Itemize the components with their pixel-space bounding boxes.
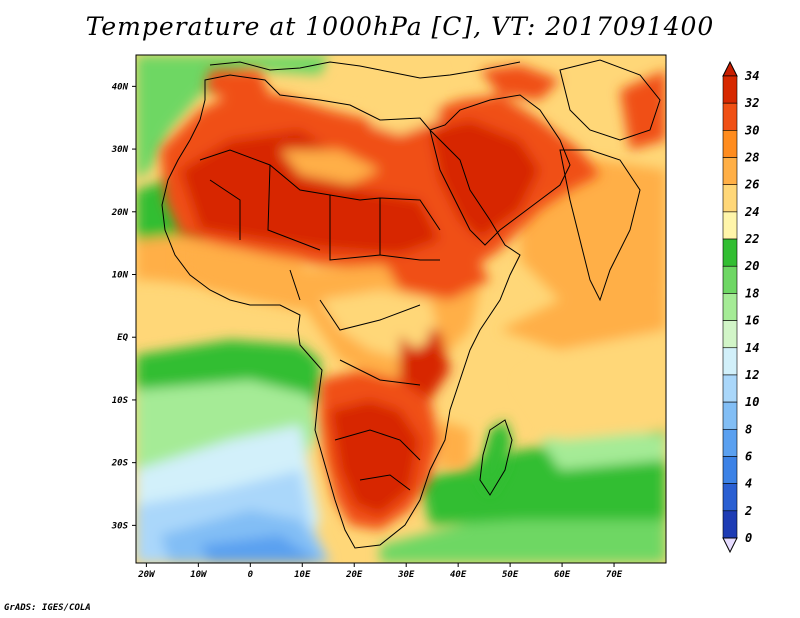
map-title: Temperature at 1000hPa [C], VT: 20170914… <box>85 12 715 41</box>
lon-tick-label: 10E <box>294 570 311 580</box>
longitude-ticks: 20W 10W 0 10E 20E 30E 40E 50E 60E 70E <box>137 563 623 580</box>
colorbar-label: 10 <box>745 395 759 409</box>
colorbar-swatch <box>722 428 738 457</box>
colorbar-label: 20 <box>744 259 759 273</box>
colorbar-swatch <box>722 401 738 430</box>
lon-tick-label: 40E <box>450 570 467 580</box>
lat-tick-label: 30S <box>111 521 129 531</box>
colorbar-label: 26 <box>744 178 759 192</box>
colorbar-top-arrow <box>722 60 738 77</box>
lon-tick-label: 20W <box>137 570 156 580</box>
colorbar-bottom-arrow <box>722 537 738 554</box>
colorbar-label: 34 <box>744 69 759 83</box>
colorbar-swatch <box>722 102 738 131</box>
colorbar-label: 6 <box>745 449 752 463</box>
coastlines <box>161 59 661 549</box>
colorbar-swatch <box>722 130 738 158</box>
colorbar-swatch <box>722 211 738 240</box>
colorbar-label: 28 <box>744 151 759 165</box>
lat-tick-label: 20N <box>111 208 129 218</box>
colorbar-swatch <box>722 265 738 294</box>
temperature-field <box>136 55 666 563</box>
colorbar-swatch <box>722 238 738 267</box>
software-credit: GrADS: IGES/COLA <box>4 603 91 613</box>
lat-tick-label: 30N <box>111 145 129 155</box>
colorbar-label: 22 <box>744 232 759 246</box>
colorbar-label: 8 <box>745 422 752 436</box>
colorbar-label: 4 <box>745 477 752 491</box>
colorbar-swatch <box>722 320 738 349</box>
lat-tick-label: EQ <box>117 333 128 343</box>
colorbar-label: 2 <box>744 504 752 518</box>
colorbar-swatch <box>722 75 738 104</box>
colorbar-swatch <box>722 347 738 376</box>
colorbar-label: 12 <box>745 368 759 382</box>
lat-tick-label: 20S <box>111 459 129 469</box>
lon-tick-label: 50E <box>502 570 519 580</box>
colorbar-swatch <box>722 293 738 321</box>
colorbar-label: 30 <box>744 123 759 137</box>
colorbar-label: 24 <box>744 205 759 219</box>
lon-tick-label: 30E <box>397 570 415 580</box>
lon-tick-label: 70E <box>606 570 623 580</box>
colorbar-label: 0 <box>745 531 752 545</box>
latitude-ticks: 40N 30N 20N 10N EQ 10S 20S 30S <box>111 82 136 531</box>
colorbar-swatch <box>722 510 738 539</box>
colorbar-label: 32 <box>744 96 759 110</box>
colorbar-label: 14 <box>745 341 759 355</box>
colorbar-swatch <box>722 157 738 186</box>
lon-tick-label: 60E <box>554 570 571 580</box>
lat-tick-label: 10N <box>112 271 129 281</box>
map-frame <box>135 54 667 564</box>
lon-tick-label: 10W <box>190 570 208 580</box>
lon-tick-label: 0 <box>248 570 254 580</box>
colorbar-swatch <box>722 184 738 213</box>
colorbar-label: 16 <box>745 314 759 328</box>
lat-tick-label: 10S <box>112 396 129 406</box>
colorbar-swatch <box>722 456 738 484</box>
colorbar-swatch <box>722 483 738 512</box>
colorbar-swatch <box>722 374 738 403</box>
lat-tick-label: 40N <box>112 82 129 92</box>
colorbar-label: 18 <box>745 286 759 300</box>
lon-tick-label: 20E <box>345 570 363 580</box>
